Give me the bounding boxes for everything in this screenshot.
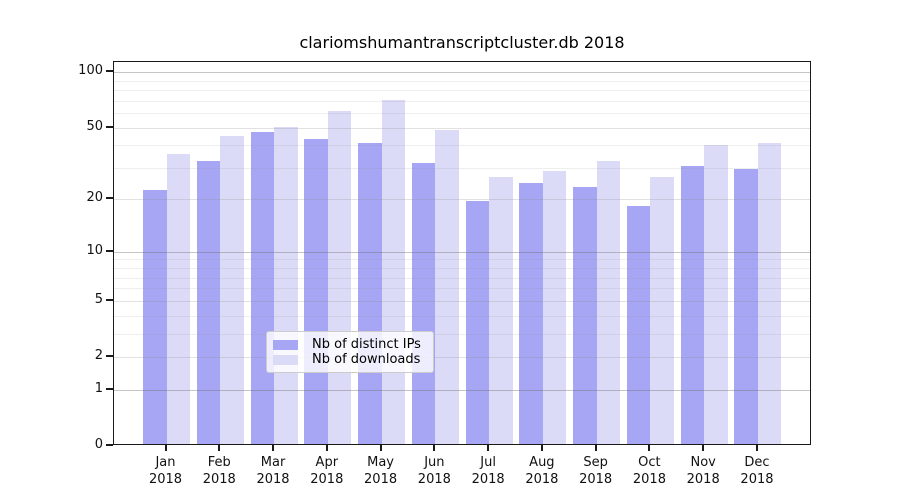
bar-distinct-ips <box>143 190 167 444</box>
x-tick-mark <box>648 445 651 451</box>
x-axis-year-label: 2018 <box>740 472 774 487</box>
y-axis-tick-label: 20 <box>86 190 103 206</box>
x-axis-tick-label: Jun 2018 <box>394 454 474 488</box>
x-axis-tick-label: Oct 2018 <box>609 454 689 488</box>
chart-title: clariomshumantranscriptcluster.db 2018 <box>299 33 625 52</box>
legend-swatch-distinct-ips <box>273 339 298 350</box>
y-axis-tick-label: 5 <box>94 291 103 307</box>
x-tick-mark <box>272 445 275 451</box>
x-axis-tick-label: Aug 2018 <box>502 454 582 488</box>
gridline-minor <box>114 90 810 92</box>
x-axis-year-label: 2018 <box>579 472 613 487</box>
x-tick-mark <box>594 445 597 451</box>
bar-distinct-ips <box>250 132 275 444</box>
x-axis-year-label: 2018 <box>310 472 344 487</box>
y-axis-tick-label: 1 <box>94 380 103 396</box>
gridline-minor <box>114 80 810 82</box>
bar-distinct-ips <box>680 165 705 444</box>
y-axis-tick-label: 50 <box>86 118 103 134</box>
gridline-major <box>114 72 810 74</box>
bar-downloads <box>220 135 244 444</box>
legend-item-distinct-ips: Nb of distinct IPs <box>273 337 425 352</box>
bar-downloads <box>596 160 621 444</box>
x-axis-year-label: 2018 <box>525 472 559 487</box>
y-tick-mark <box>106 444 113 446</box>
gridline <box>114 127 810 129</box>
bar-distinct-ips <box>626 205 651 444</box>
x-axis-year-label: 2018 <box>471 472 505 487</box>
x-axis-tick-label: Mar 2018 <box>233 454 313 488</box>
bar-downloads <box>489 177 513 444</box>
y-tick-mark <box>106 70 113 73</box>
x-axis-tick-label: Nov 2018 <box>663 454 743 488</box>
x-tick-mark <box>702 445 705 451</box>
x-axis-tick-label: Sep 2018 <box>556 454 636 488</box>
x-tick-mark <box>433 445 436 451</box>
y-tick-mark <box>106 197 113 200</box>
x-tick-mark <box>755 445 758 451</box>
x-axis-tick-label: Feb 2018 <box>179 454 259 488</box>
x-axis-year-label: 2018 <box>202 472 236 487</box>
y-axis-tick-label: 10 <box>86 242 103 258</box>
bar-downloads <box>435 130 459 444</box>
bar-distinct-ips <box>196 160 221 444</box>
x-axis-year-label: 2018 <box>417 472 451 487</box>
y-axis-tick-label: 100 <box>78 63 103 79</box>
legend-label-distinct-ips: Nb of distinct IPs <box>312 337 421 352</box>
gridline-minor <box>114 113 810 115</box>
bar-downloads <box>274 127 298 444</box>
gridline-minor <box>114 100 810 102</box>
x-axis-tick-label: Dec 2018 <box>717 454 797 488</box>
y-axis-tick-label: 2 <box>94 348 103 363</box>
y-axis-tick-label: 0 <box>94 437 103 452</box>
bar-distinct-ips <box>411 163 436 444</box>
x-tick-mark <box>164 445 167 451</box>
y-tick-mark <box>106 298 113 301</box>
bar-downloads <box>542 171 567 444</box>
bar-distinct-ips <box>304 139 328 444</box>
y-tick-mark <box>106 355 113 357</box>
x-axis-year-label: 2018 <box>686 472 720 487</box>
x-axis-year-label: 2018 <box>256 472 290 487</box>
bar-distinct-ips <box>519 183 543 444</box>
x-axis-tick-label: Jan 2018 <box>126 454 206 488</box>
y-tick-mark <box>106 387 113 390</box>
x-axis-tick-label: May 2018 <box>341 454 421 488</box>
bar-downloads <box>650 177 674 444</box>
x-axis-year-label: 2018 <box>632 472 666 487</box>
x-axis-year-label: 2018 <box>364 472 398 487</box>
bar-downloads <box>381 99 406 444</box>
bar-distinct-ips <box>734 168 758 444</box>
bar-distinct-ips <box>465 201 490 444</box>
x-axis-tick-label: Jul 2018 <box>448 454 528 488</box>
bar-distinct-ips <box>573 186 597 444</box>
x-tick-mark <box>379 445 382 451</box>
bar-downloads <box>327 111 352 444</box>
y-tick-mark <box>106 125 113 128</box>
x-tick-mark <box>218 445 221 451</box>
x-tick-mark <box>325 445 328 451</box>
x-axis-tick-label: Apr 2018 <box>287 454 367 488</box>
legend-item-downloads: Nb of downloads <box>273 352 425 367</box>
bar-distinct-ips <box>358 143 382 444</box>
y-tick-mark <box>106 249 113 252</box>
legend-label-downloads: Nb of downloads <box>312 352 421 367</box>
x-axis-year-label: 2018 <box>148 472 183 487</box>
x-tick-mark <box>487 445 490 451</box>
bar-downloads <box>757 143 782 444</box>
legend: Nb of distinct IPs Nb of downloads <box>266 331 434 373</box>
bar-downloads <box>704 145 728 444</box>
legend-swatch-downloads <box>273 354 298 365</box>
x-tick-mark <box>540 445 543 451</box>
bar-downloads <box>166 153 190 444</box>
plot-area <box>113 61 811 445</box>
